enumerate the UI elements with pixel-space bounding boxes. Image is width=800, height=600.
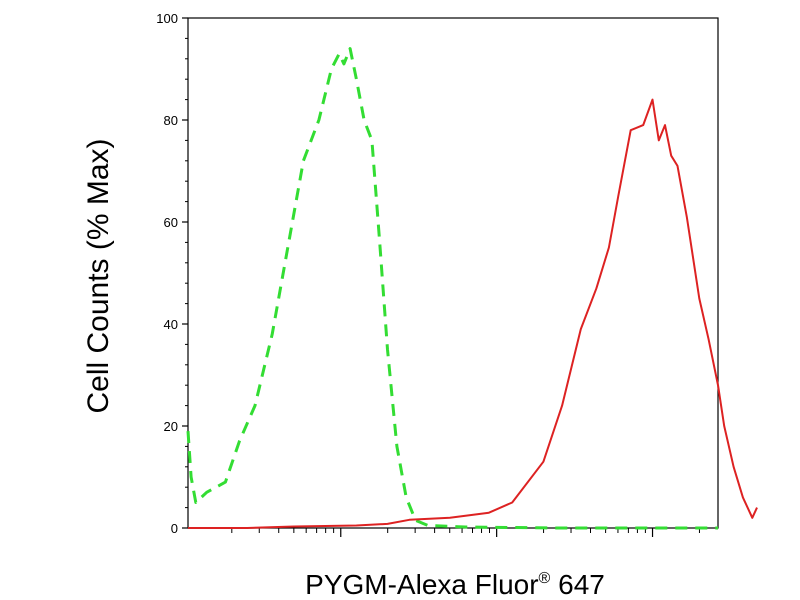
y-tick-label: 40 <box>164 317 178 332</box>
x-axis-label-main: PYGM-Alexa Fluor <box>305 569 538 600</box>
x-axis <box>231 528 700 537</box>
x-axis-label-tail: 647 <box>550 569 605 600</box>
x-axis-label-superscript: ® <box>539 570 551 587</box>
plot-area <box>187 17 719 529</box>
y-axis: 0 20 40 60 80 100 <box>156 11 188 536</box>
y-axis-label: Cell Counts (% Max) <box>82 138 115 413</box>
y-tick-label: 0 <box>171 521 178 536</box>
control-histogram-line <box>186 47 718 530</box>
sample-histogram-line <box>188 98 758 529</box>
y-tick-label: 60 <box>164 215 178 230</box>
plot-frame <box>187 17 719 529</box>
y-tick-label: 20 <box>164 419 178 434</box>
x-axis-label: PYGM-Alexa Fluor® 647 <box>305 569 605 600</box>
series-layer <box>186 47 758 530</box>
y-tick-label: 100 <box>156 11 178 26</box>
y-tick-label: 80 <box>164 113 178 128</box>
